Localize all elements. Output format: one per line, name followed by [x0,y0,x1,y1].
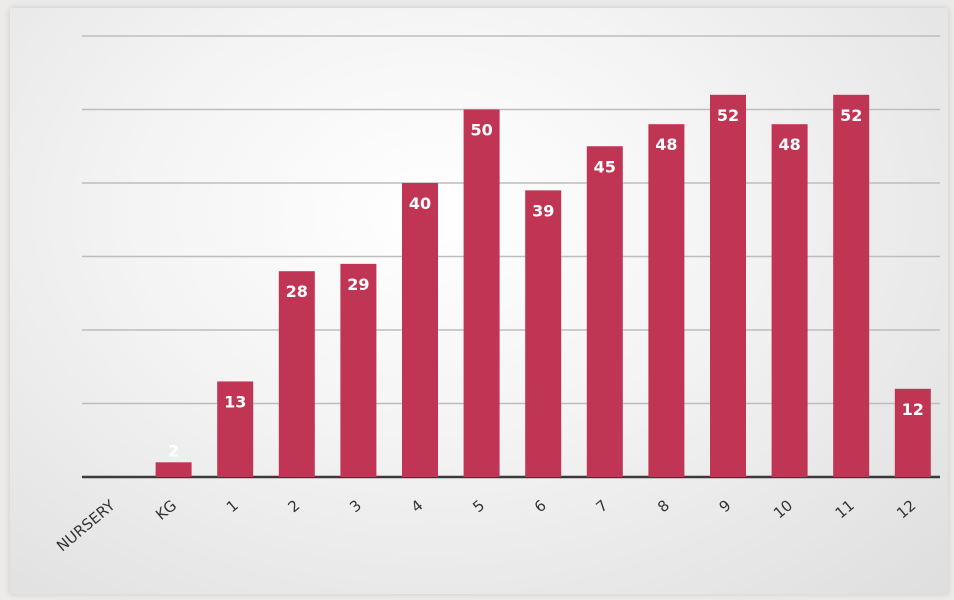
data-label-10: 48 [778,135,800,154]
data-label-3: 29 [347,275,369,294]
data-label-2: 28 [286,282,308,301]
x-tick-label-2: 2 [284,496,303,516]
x-tick-label-11: 11 [832,496,858,522]
data-label-6: 39 [532,201,554,220]
data-label-12: 12 [902,400,924,419]
x-tick-label-kg: KG [152,496,180,524]
data-label-7: 45 [594,157,616,176]
data-label-5: 50 [470,121,492,140]
x-tick-label-8: 8 [654,496,673,516]
x-tick-label-1: 1 [223,496,242,516]
data-label-kg: 2 [168,441,179,460]
gridlines [82,36,940,477]
x-tick-label-9: 9 [716,496,735,516]
x-tick-labels: NURSERY KG 1 2 3 4 5 6 7 8 9 10 11 12 [53,496,919,555]
bar-2 [279,271,315,477]
bar-7 [587,146,623,477]
data-label-11: 52 [840,106,862,125]
data-label-8: 48 [655,135,677,154]
bars [156,95,931,477]
x-tick-label-6: 6 [531,496,550,516]
x-tick-label-nursery: NURSERY [53,496,119,555]
bar-10 [772,124,808,477]
x-tick-label-5: 5 [469,496,488,516]
x-tick-label-7: 7 [592,496,611,516]
bar-4 [402,183,438,477]
bar-11 [833,95,869,477]
bar-9 [710,95,746,477]
data-label-4: 40 [409,194,431,213]
bar-3 [340,264,376,477]
x-tick-label-10: 10 [770,496,796,522]
bar-5 [464,110,500,478]
x-tick-label-12: 12 [893,496,919,522]
bar-6 [525,190,561,477]
data-label-9: 52 [717,106,739,125]
x-tick-label-3: 3 [346,496,365,516]
bar-8 [648,124,684,477]
x-tick-label-4: 4 [408,496,427,516]
data-label-1: 13 [224,392,246,411]
bar-kg [156,462,192,477]
